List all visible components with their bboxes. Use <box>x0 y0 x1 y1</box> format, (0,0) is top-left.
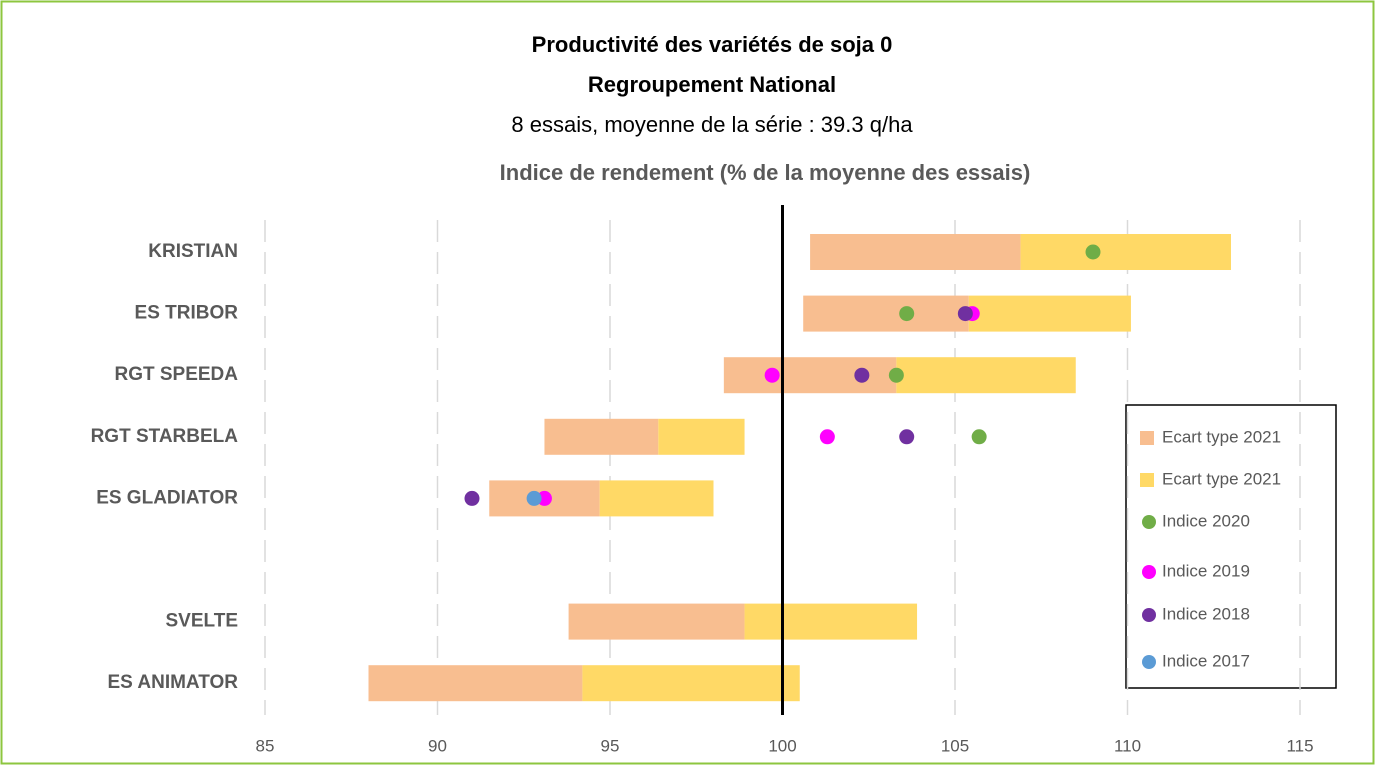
legend-swatch <box>1140 431 1154 445</box>
dot <box>764 367 780 383</box>
chart-title-2: Regroupement National <box>588 72 836 97</box>
bar-segment <box>658 418 745 455</box>
dot <box>888 367 904 383</box>
legend-label: Indice 2020 <box>1162 511 1250 530</box>
dot <box>1085 244 1101 260</box>
y-tick-label: RGT SPEEDA <box>114 364 238 385</box>
y-tick-label: ES ANIMATOR <box>107 672 238 693</box>
bar-segment <box>582 665 800 702</box>
dot <box>536 490 552 506</box>
y-tick-label: ES TRIBOR <box>135 303 239 324</box>
bar-segment <box>968 295 1131 332</box>
dot <box>464 490 480 506</box>
x-tick-label: 115 <box>1286 736 1313 755</box>
x-tick-label: 85 <box>256 736 275 755</box>
dot <box>899 306 915 322</box>
legend-label: Indice 2019 <box>1162 561 1250 580</box>
legend-label: Ecart type 2021 <box>1162 427 1281 446</box>
dot <box>957 306 973 322</box>
legend-swatch <box>1142 608 1156 622</box>
legend-label: Indice 2018 <box>1162 604 1250 623</box>
legend-swatch <box>1142 515 1156 529</box>
legend-swatch <box>1142 655 1156 669</box>
y-tick-label: KRISTIAN <box>148 241 238 262</box>
bar-segment <box>599 480 714 517</box>
x-tick-label: 110 <box>1114 736 1141 755</box>
bar-segment <box>810 234 1021 270</box>
dot <box>899 429 915 445</box>
legend-label: Indice 2017 <box>1162 651 1250 670</box>
chart-subtitle: 8 essais, moyenne de la série : 39.3 q/h… <box>511 112 913 137</box>
dot <box>971 429 987 445</box>
x-tick-label: 95 <box>601 736 620 755</box>
legend-label: Ecart type 2021 <box>1162 469 1281 488</box>
bar-segment <box>744 603 918 640</box>
y-tick-label: ES GLADIATOR <box>96 487 238 508</box>
x-tick-label: 105 <box>941 736 969 755</box>
bar-segment <box>723 357 897 394</box>
bar-segment <box>568 603 745 640</box>
x-tick-label: 90 <box>428 736 447 755</box>
dot <box>854 367 870 383</box>
x-tick-label: 100 <box>768 736 796 755</box>
bar-segment <box>1020 234 1231 270</box>
bar-segment <box>803 295 969 332</box>
bar-segment <box>544 418 659 455</box>
y-tick-label: RGT STARBELA <box>91 426 239 447</box>
bar-segment <box>368 665 583 702</box>
dot <box>526 490 542 506</box>
dot <box>819 429 835 445</box>
legend-swatch <box>1142 565 1156 579</box>
chart-title: Productivité des variétés de soja 0 <box>532 32 893 57</box>
legend <box>1125 404 1337 689</box>
bar-segment <box>896 357 1076 394</box>
axis-title: Indice de rendement (% de la moyenne des… <box>500 160 1031 185</box>
y-tick-label: SVELTE <box>166 611 239 632</box>
legend-swatch <box>1140 473 1154 487</box>
